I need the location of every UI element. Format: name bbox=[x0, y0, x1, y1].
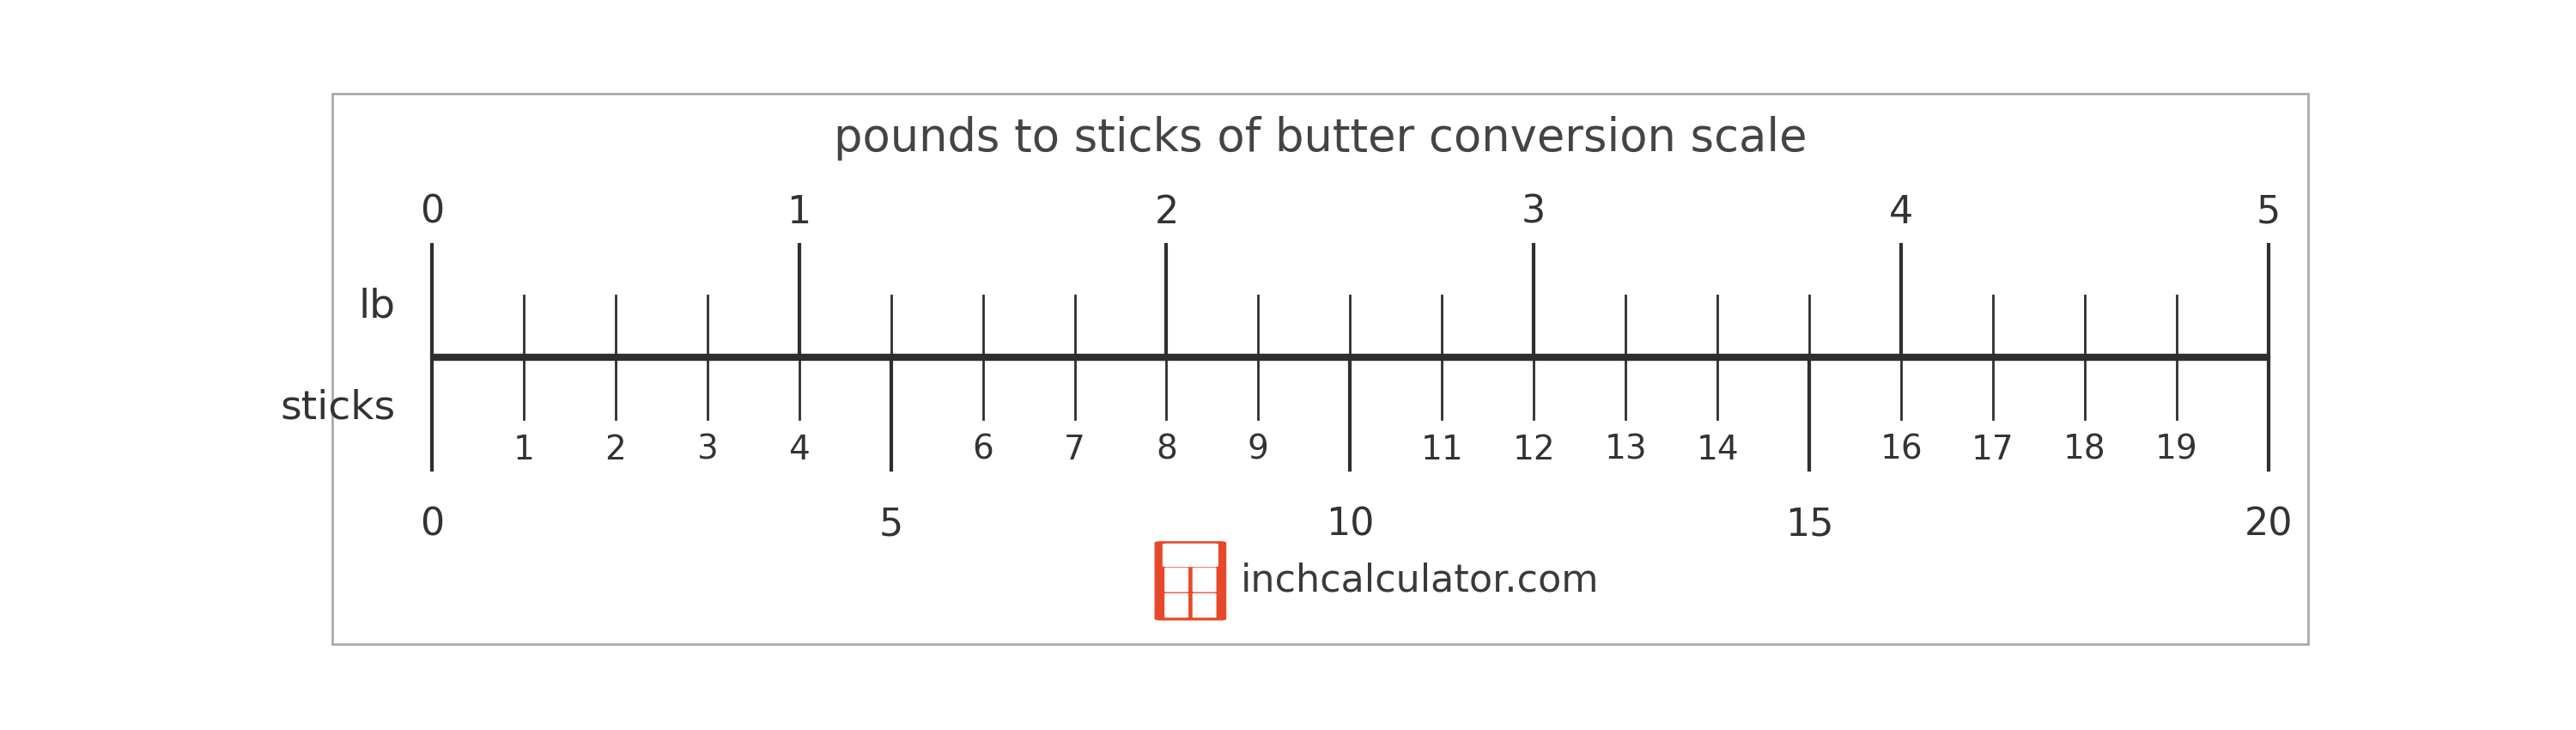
Text: 5: 5 bbox=[878, 507, 904, 543]
Text: 1: 1 bbox=[513, 434, 533, 466]
Text: 19: 19 bbox=[2156, 434, 2197, 466]
Text: 16: 16 bbox=[1880, 434, 1922, 466]
Text: 11: 11 bbox=[1419, 434, 1463, 466]
Text: 10: 10 bbox=[1327, 507, 1376, 543]
Text: 20: 20 bbox=[2244, 507, 2293, 543]
Text: 2: 2 bbox=[1154, 194, 1180, 231]
FancyBboxPatch shape bbox=[1162, 543, 1218, 567]
Text: 13: 13 bbox=[1605, 434, 1646, 466]
Text: 15: 15 bbox=[1785, 507, 1834, 543]
FancyBboxPatch shape bbox=[1164, 567, 1188, 592]
Text: sticks: sticks bbox=[281, 388, 397, 427]
Text: 18: 18 bbox=[2063, 434, 2107, 466]
Text: 3: 3 bbox=[696, 434, 719, 466]
Text: 6: 6 bbox=[971, 434, 994, 466]
Text: 4: 4 bbox=[1888, 194, 1914, 231]
Text: 0: 0 bbox=[420, 507, 443, 543]
Text: 12: 12 bbox=[1512, 434, 1556, 466]
FancyBboxPatch shape bbox=[1164, 593, 1188, 618]
Text: 17: 17 bbox=[1971, 434, 2014, 466]
Text: inchcalculator.com: inchcalculator.com bbox=[1242, 562, 1600, 599]
Text: 5: 5 bbox=[2257, 194, 2280, 231]
FancyBboxPatch shape bbox=[1154, 541, 1226, 620]
Text: lb: lb bbox=[358, 288, 397, 326]
Text: 2: 2 bbox=[605, 434, 626, 466]
Text: 7: 7 bbox=[1064, 434, 1084, 466]
Text: 8: 8 bbox=[1157, 434, 1177, 466]
Text: 9: 9 bbox=[1247, 434, 1270, 466]
Text: 4: 4 bbox=[788, 434, 809, 466]
FancyBboxPatch shape bbox=[1193, 593, 1216, 618]
FancyBboxPatch shape bbox=[1193, 567, 1216, 592]
Text: 1: 1 bbox=[788, 194, 811, 231]
Text: 14: 14 bbox=[1695, 434, 1739, 466]
Text: 3: 3 bbox=[1522, 194, 1546, 231]
Text: pounds to sticks of butter conversion scale: pounds to sticks of butter conversion sc… bbox=[835, 116, 1806, 161]
Text: 0: 0 bbox=[420, 194, 443, 231]
